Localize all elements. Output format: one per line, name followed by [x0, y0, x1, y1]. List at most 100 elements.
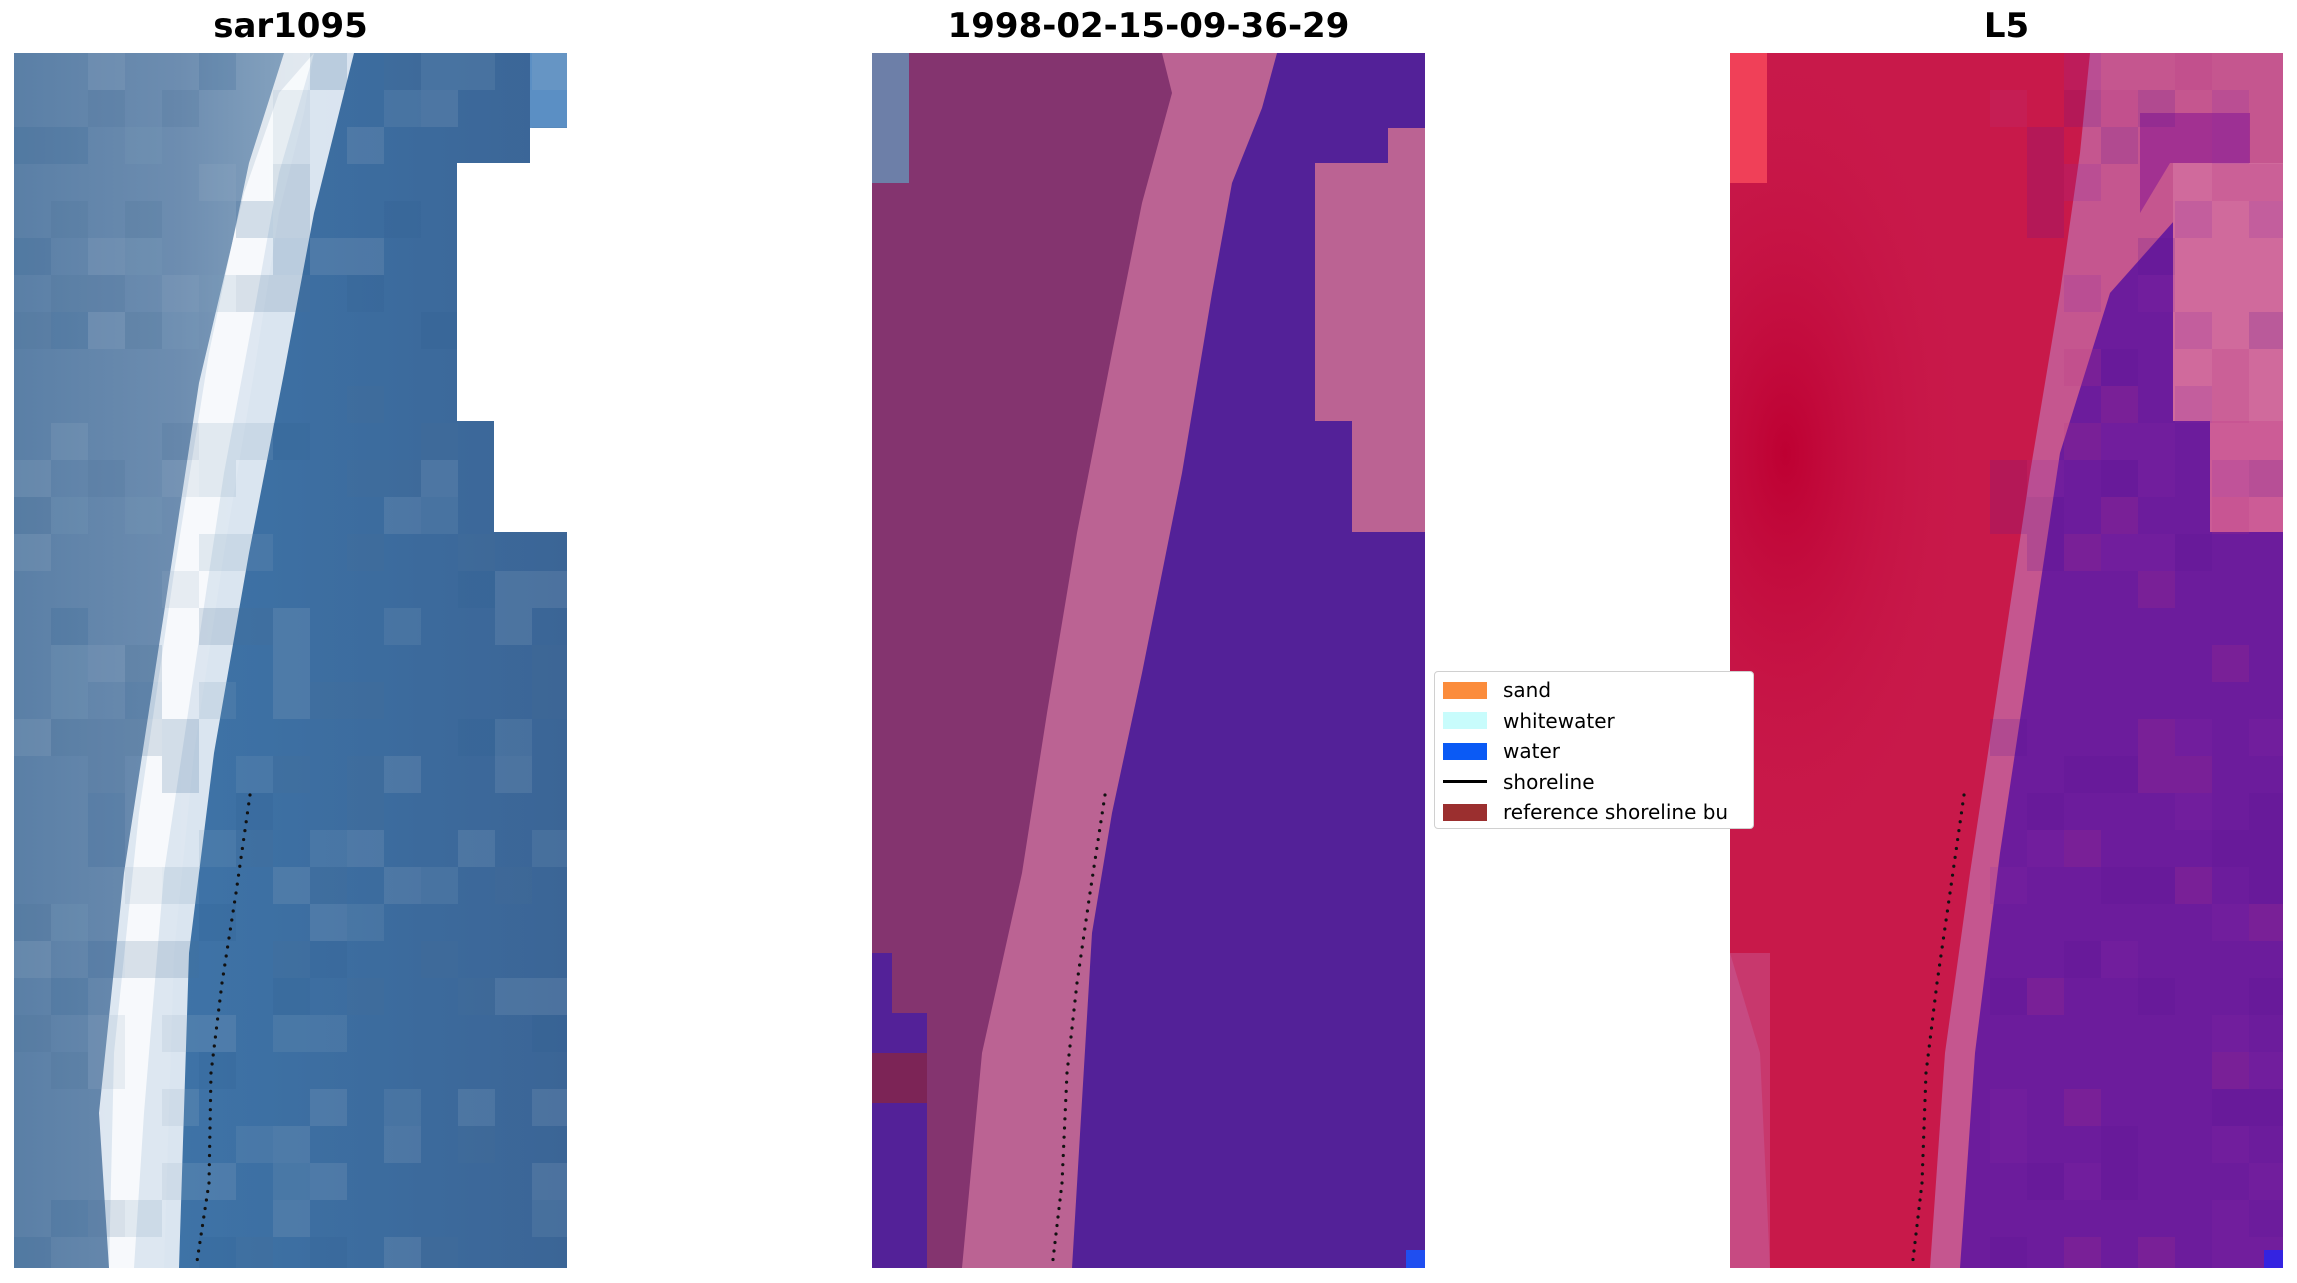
- image-pixel: [2027, 127, 2064, 164]
- legend-item-reference-shoreline-bu: reference shoreline bu: [1443, 800, 1728, 824]
- image-pixel: [236, 1126, 273, 1163]
- image-pixel: [125, 127, 162, 164]
- image-pixel: [199, 682, 236, 719]
- image-pixel: [1990, 90, 2027, 127]
- image-pixel: [384, 1126, 421, 1163]
- image-pixel: [495, 608, 532, 645]
- image-pixel: [88, 460, 125, 497]
- shoreline-dot: [1061, 1163, 1065, 1167]
- image-pixel: [347, 793, 384, 830]
- image-pixel: [532, 830, 567, 867]
- image-pixel: [199, 1052, 236, 1089]
- image-pixel: [2212, 645, 2249, 682]
- image-pixel: [199, 275, 236, 312]
- image-pixel: [1990, 978, 2027, 1015]
- image-pixel: [125, 941, 162, 978]
- image-pixel: [421, 497, 458, 534]
- image-pixel: [14, 1237, 51, 1268]
- image-pixel: [2249, 201, 2283, 238]
- image-pixel: [199, 1237, 236, 1268]
- image-pixel: [2101, 497, 2138, 534]
- image-pixel: [347, 756, 384, 793]
- image-pixel: [2212, 164, 2249, 201]
- image-pixel: [14, 460, 51, 497]
- shoreline-dot: [1916, 1215, 1920, 1219]
- image-pixel: [495, 719, 532, 756]
- image-pixel: [236, 1237, 273, 1268]
- image-pixel: [273, 238, 310, 275]
- shoreline-dot: [1063, 1108, 1067, 1112]
- shoreline-dot: [217, 1008, 221, 1012]
- shoreline-dot: [243, 829, 247, 833]
- shoreline-dots: [1051, 793, 1107, 1262]
- shoreline-dot: [1087, 900, 1091, 904]
- image-pixel: [162, 941, 199, 978]
- image-pixel: [495, 867, 532, 904]
- image-pixel: [2027, 534, 2064, 571]
- shoreline-dot: [1952, 864, 1956, 868]
- image-pixel: [2064, 90, 2101, 127]
- shoreline-dot: [1096, 837, 1100, 842]
- shoreline-dot: [213, 1035, 217, 1039]
- image-pixel: [88, 312, 125, 349]
- shoreline-dot: [1076, 972, 1080, 976]
- image-pixel: [2212, 1200, 2249, 1237]
- shoreline-dot: [1080, 945, 1084, 949]
- shoreline-dot: [1923, 1098, 1927, 1103]
- image-pixel: [2027, 201, 2064, 238]
- image-pixel: [125, 1200, 162, 1237]
- image-pixel: [2175, 793, 2212, 830]
- image-pixel: [162, 1163, 199, 1200]
- panel-title-rgb: sar1095: [213, 6, 368, 46]
- image-pixel: [273, 164, 310, 201]
- image-pixel: [532, 1089, 567, 1126]
- shoreline-dot: [1078, 963, 1082, 967]
- image-pixel: [273, 682, 310, 719]
- shoreline-dot: [208, 1098, 213, 1103]
- image-pixel: [310, 1237, 347, 1268]
- image-pixel: [347, 275, 384, 312]
- image-pixel: [2101, 534, 2138, 571]
- shoreline-dot: [1926, 1053, 1930, 1057]
- shoreline-dot: [1051, 1257, 1055, 1262]
- image-pixel: [384, 90, 421, 127]
- shoreline-dot: [1059, 1189, 1063, 1194]
- shoreline-dot: [1089, 882, 1093, 886]
- image-pixel: [199, 608, 236, 645]
- image-pixel: [2138, 238, 2175, 275]
- image-pixel: [14, 312, 51, 349]
- shoreline-dot: [209, 1071, 213, 1075]
- image-pixel: [458, 53, 495, 90]
- shoreline-dot: [1065, 1071, 1069, 1075]
- shoreline-dot: [227, 936, 231, 940]
- image-pixel: [125, 497, 162, 534]
- shoreline-dot: [233, 900, 237, 904]
- legend-label: sand: [1503, 678, 1552, 702]
- image-pixel: [273, 941, 310, 978]
- image-pixel: [125, 645, 162, 682]
- shoreline-dot: [1095, 846, 1099, 851]
- image-pixel: [532, 1015, 567, 1052]
- shoreline-dot: [1943, 927, 1947, 931]
- image-pixel: [88, 645, 125, 682]
- legend-label: shoreline: [1503, 769, 1595, 794]
- image-pixel: [2138, 90, 2175, 127]
- image-pixel: [347, 978, 384, 1015]
- image-pixel: [236, 756, 273, 793]
- image-pixel: [2138, 275, 2175, 312]
- image-pixel: [14, 941, 51, 978]
- image-pixel: [347, 534, 384, 571]
- image-pixel: [88, 90, 125, 127]
- shoreline-dot: [1936, 972, 1940, 976]
- legend-swatch: [1443, 803, 1487, 821]
- image-pixel: [51, 275, 88, 312]
- image-pixel: [14, 127, 51, 164]
- shoreline-dot: [207, 1153, 212, 1158]
- image-pixel: [2101, 127, 2138, 164]
- image-pixel: [2138, 1237, 2175, 1268]
- shoreline-dot: [214, 1026, 219, 1030]
- image-pixel: [2138, 423, 2175, 460]
- legend-item-shoreline: shoreline: [1443, 770, 1595, 794]
- shoreline-dot: [1053, 1240, 1057, 1245]
- shoreline-dot: [1061, 1153, 1065, 1158]
